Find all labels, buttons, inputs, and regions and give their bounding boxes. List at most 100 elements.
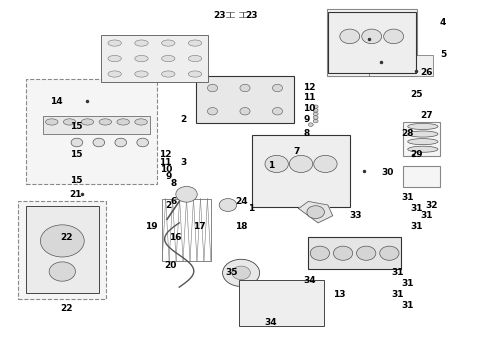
Circle shape [313, 116, 318, 119]
Text: 19: 19 [145, 222, 157, 231]
Text: 8: 8 [303, 129, 310, 138]
Text: 7: 7 [294, 147, 300, 156]
Circle shape [272, 84, 283, 92]
Text: 5: 5 [440, 50, 446, 59]
Ellipse shape [46, 119, 58, 125]
Circle shape [207, 84, 218, 92]
Circle shape [93, 138, 105, 147]
Bar [239, 280, 324, 327]
Bar [162, 199, 211, 261]
Bar [26, 79, 157, 184]
Ellipse shape [108, 71, 122, 77]
Circle shape [219, 199, 237, 211]
Text: 25: 25 [411, 90, 423, 99]
Bar [26, 206, 99, 293]
Bar [196, 76, 294, 123]
Text: 31: 31 [401, 279, 414, 288]
Circle shape [340, 29, 360, 44]
Circle shape [115, 138, 126, 147]
Ellipse shape [117, 119, 129, 125]
Circle shape [307, 206, 324, 219]
Circle shape [357, 246, 376, 260]
Text: 32: 32 [425, 201, 438, 210]
Text: 17: 17 [194, 222, 206, 231]
Bar [252, 135, 350, 207]
Bar [328, 12, 416, 73]
Text: 12: 12 [303, 83, 316, 92]
Ellipse shape [162, 40, 175, 46]
Text: 10: 10 [303, 104, 316, 113]
Ellipse shape [188, 71, 202, 77]
Circle shape [313, 105, 318, 109]
Circle shape [240, 108, 250, 115]
Ellipse shape [162, 71, 175, 77]
Text: 9: 9 [166, 172, 172, 181]
Ellipse shape [188, 55, 202, 62]
Circle shape [310, 246, 330, 260]
Circle shape [240, 84, 250, 92]
Text: 30: 30 [381, 168, 394, 177]
Text: 14: 14 [50, 97, 63, 106]
Text: 34: 34 [265, 318, 277, 327]
Bar [308, 237, 401, 269]
Bar [327, 9, 417, 76]
Circle shape [313, 112, 318, 116]
Text: 18: 18 [235, 222, 248, 231]
Ellipse shape [135, 119, 147, 125]
Text: 24: 24 [235, 197, 248, 206]
Bar [403, 122, 440, 156]
Circle shape [314, 156, 337, 172]
Bar [369, 55, 433, 76]
Circle shape [289, 156, 313, 172]
Text: 34: 34 [303, 275, 316, 284]
Ellipse shape [135, 40, 148, 46]
Text: 31: 31 [411, 222, 423, 231]
Text: 16: 16 [169, 233, 182, 242]
Text: 10: 10 [160, 165, 172, 174]
Ellipse shape [81, 119, 94, 125]
Text: 22: 22 [60, 304, 73, 313]
Text: 1: 1 [268, 161, 274, 170]
Circle shape [384, 29, 404, 44]
Bar [403, 166, 440, 187]
Circle shape [222, 259, 260, 287]
Text: 23: 23 [213, 11, 225, 20]
Ellipse shape [188, 40, 202, 46]
Bar [43, 116, 150, 134]
Text: 21: 21 [70, 190, 82, 199]
Text: 8: 8 [171, 179, 177, 188]
Circle shape [272, 108, 283, 115]
Text: 1: 1 [248, 204, 255, 213]
Text: 26: 26 [420, 68, 433, 77]
Circle shape [49, 262, 75, 281]
Polygon shape [298, 202, 333, 223]
Text: 28: 28 [401, 129, 414, 138]
Text: 23: 23 [245, 11, 258, 20]
Text: 2: 2 [180, 115, 187, 124]
Text: 31: 31 [391, 268, 404, 277]
Text: 31: 31 [411, 204, 423, 213]
Circle shape [265, 156, 288, 172]
Circle shape [313, 109, 318, 112]
Circle shape [313, 119, 318, 123]
Text: 13: 13 [333, 290, 345, 299]
Ellipse shape [408, 146, 438, 152]
Ellipse shape [108, 55, 122, 62]
Text: 12: 12 [159, 150, 172, 159]
Text: 31: 31 [391, 290, 404, 299]
Text: 15: 15 [70, 122, 82, 131]
Ellipse shape [408, 123, 438, 130]
Text: 6: 6 [171, 197, 177, 206]
Ellipse shape [108, 40, 122, 46]
Ellipse shape [135, 71, 148, 77]
Circle shape [380, 246, 399, 260]
Ellipse shape [99, 119, 112, 125]
Ellipse shape [162, 55, 175, 62]
Text: 29: 29 [411, 150, 423, 159]
Circle shape [176, 186, 197, 202]
Text: 15: 15 [70, 150, 82, 159]
Text: 2: 2 [166, 201, 172, 210]
Text: 35: 35 [225, 268, 238, 277]
Text: 11: 11 [159, 158, 172, 167]
Circle shape [71, 138, 83, 147]
